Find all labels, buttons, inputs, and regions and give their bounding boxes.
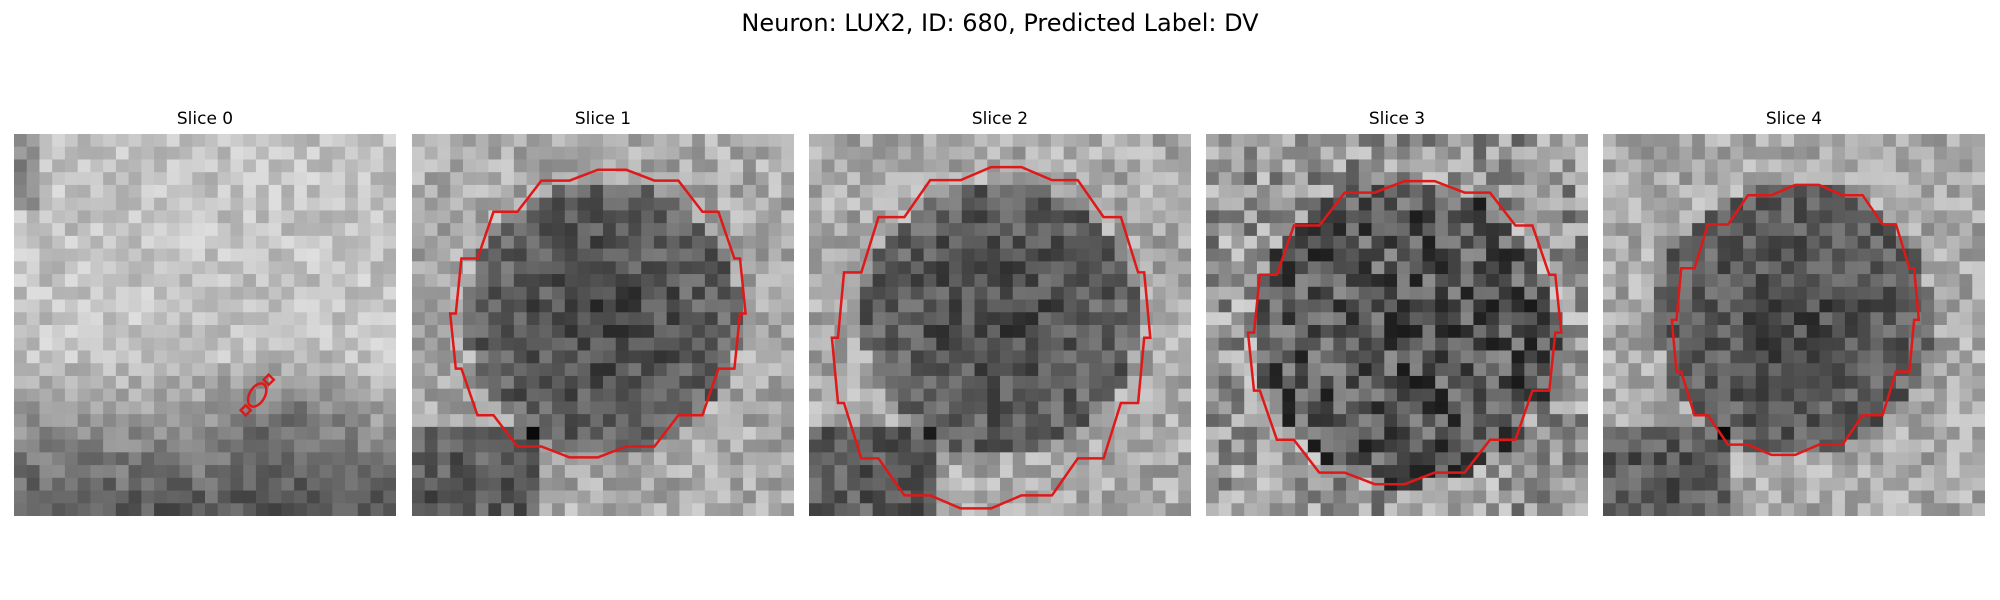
contour-overlay-3 <box>1246 179 1563 486</box>
slice-panel-0: Slice 0 <box>14 108 396 516</box>
slice-title-3: Slice 3 <box>1368 109 1426 129</box>
pixel-crop-2 <box>809 134 1191 516</box>
slice-panel-4: Slice 4 <box>1603 108 1985 516</box>
slice-image-2 <box>809 134 1191 516</box>
slice-image-3 <box>1206 134 1588 516</box>
roi-contour-4-0 <box>1670 183 1921 457</box>
slice-panel-2: Slice 2 <box>809 108 1191 516</box>
contour-overlay-4 <box>1670 183 1921 457</box>
roi-contour-2-0 <box>830 165 1152 510</box>
pixel-crop-0 <box>14 134 396 516</box>
roi-contour-3-0 <box>1246 179 1563 486</box>
contour-overlay-1 <box>448 168 747 459</box>
figure-title: Neuron: LUX2, ID: 680, Predicted Label: … <box>741 9 1259 37</box>
contour-overlay-0 <box>238 372 276 418</box>
slice-image-0 <box>14 134 396 516</box>
slice-title-1: Slice 1 <box>574 109 632 129</box>
roi-contour-0-0 <box>238 403 253 418</box>
slice-panel-3: Slice 3 <box>1206 108 1588 516</box>
roi-contour-1-0 <box>448 168 747 459</box>
pixel-crop-1 <box>412 134 794 516</box>
roi-contour-0-1 <box>246 382 268 408</box>
slice-panel-1: Slice 1 <box>412 108 794 516</box>
pixel-crop-3 <box>1206 134 1588 516</box>
slice-image-1 <box>412 134 794 516</box>
slice-title-4: Slice 4 <box>1765 109 1823 129</box>
slice-image-4 <box>1603 134 1985 516</box>
roi-contour-0-2 <box>261 372 276 387</box>
slice-title-2: Slice 2 <box>971 109 1029 129</box>
slice-title-0: Slice 0 <box>176 109 234 129</box>
contour-overlay-2 <box>830 165 1152 510</box>
pixel-crop-4 <box>1603 134 1985 516</box>
